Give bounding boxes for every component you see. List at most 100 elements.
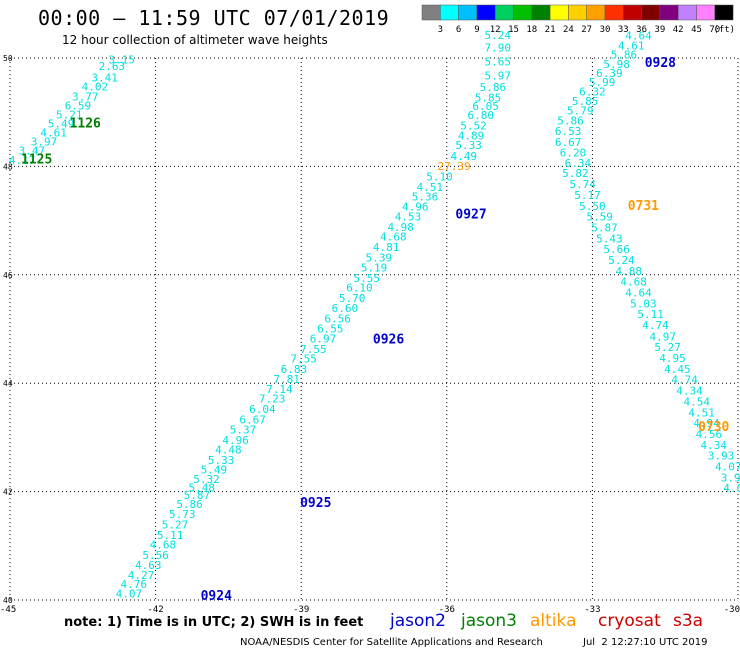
- colorbar-swatch: [476, 4, 496, 21]
- colorbar-swatch: [641, 4, 661, 21]
- wave-height-point: 5.59: [586, 211, 613, 224]
- footer: note: 1) Time is in UTC; 2) SWH is in fe…: [64, 611, 708, 648]
- y-tick-label: 50: [3, 54, 13, 63]
- colorbar-tick-label: 3: [438, 25, 443, 35]
- wave-height-point: 5.74: [569, 178, 596, 191]
- x-tick-label: -45: [0, 605, 16, 615]
- wave-height-point: 5.24: [485, 29, 512, 42]
- wave-height-point: 5.27: [654, 341, 681, 354]
- wave-height-point: 3.47: [19, 144, 46, 157]
- wave-height-point: 6.67: [555, 136, 582, 149]
- wave-height-point: 5.97: [485, 70, 512, 83]
- colorbar-tick-label: 70: [709, 25, 720, 35]
- wave-height-point: 7.55: [300, 343, 327, 356]
- wave-height-point: 5.24: [608, 254, 635, 267]
- wave-height-point: 5.86: [611, 49, 638, 62]
- wave-height-point: 5.87: [184, 489, 211, 502]
- wave-height-point: 4.68: [620, 276, 647, 289]
- wave-height-point: 5.70: [339, 292, 366, 305]
- wave-height-point: 4.74: [642, 319, 669, 332]
- x-tick-label: -39: [293, 605, 309, 615]
- wave-height-point: 5.37: [230, 424, 257, 437]
- grid-layer: [9, 57, 739, 601]
- wave-height-point: 5.66: [603, 243, 630, 256]
- colorbar-tick-label: 9: [474, 25, 479, 35]
- timestamp-text: Jul 2 12:27:10 UTC 2019: [582, 637, 708, 648]
- wave-height-point: 5.32: [193, 473, 220, 486]
- colorbar-unit-label: (ft): [713, 25, 735, 35]
- y-tick-label: 48: [3, 162, 13, 171]
- wave-height-point: 5.48: [188, 482, 215, 495]
- wave-height-point: 3.15: [108, 53, 135, 66]
- colorbar-tick-label: 45: [691, 25, 702, 35]
- legend-jason2: jason2: [389, 611, 446, 631]
- wave-height-point: 5.65: [485, 56, 512, 69]
- wave-height-point: 3.93: [708, 450, 735, 463]
- pass-time-label: 0928: [645, 56, 676, 71]
- wave-height-point: 4.45: [664, 363, 691, 376]
- credit-text: NOAA/NESDIS Center for Satellite Applica…: [240, 637, 543, 648]
- colorbar-tick-label: 39: [654, 25, 665, 35]
- wave-height-point: 3.77: [72, 90, 99, 103]
- wave-height-point: 4.53: [395, 211, 422, 224]
- pass-time-label: 0924: [201, 589, 232, 604]
- colorbar-tick-label: 30: [600, 25, 611, 35]
- time-labels-layer: 1126 1125 0928 0927 0731 0926 0730 0925 0924: [21, 56, 730, 604]
- wave-height-point: 6.59: [65, 99, 92, 112]
- wave-height-point: 4.68: [380, 231, 407, 244]
- wave-height-point: 4.89: [458, 129, 485, 142]
- wave-height-point: 5.98: [603, 58, 630, 71]
- wave-height-point: 4.07: [715, 460, 740, 473]
- wave-height-point: 5.86: [176, 498, 203, 511]
- wave-height-point: 4.64: [625, 30, 652, 43]
- wave-height-point: 4.48: [215, 444, 242, 457]
- wave-height-point: 6.05: [472, 100, 499, 113]
- footer-note: note: 1) Time is in UTC; 2) SWH is in fe…: [64, 615, 363, 630]
- chart-title: 00:00 – 11:59 UTC 07/01/2019: [38, 6, 390, 30]
- colorbar-tick-label: 15: [508, 25, 519, 35]
- x-tick-label: -36: [439, 605, 455, 615]
- wave-height-point: 4.56: [696, 428, 723, 441]
- wave-height-point: 4.98: [387, 221, 414, 234]
- colorbar-swatch: [677, 4, 697, 21]
- wave-height-point: 6.04: [249, 403, 276, 416]
- colorbar-swatch: [659, 4, 679, 21]
- colorbar-tick-label: 6: [456, 25, 461, 35]
- wave-height-point: 7.23: [259, 393, 286, 406]
- wave-height-point: 5.49: [48, 117, 75, 130]
- wave-height-point: 6.39: [596, 67, 623, 80]
- colorbar-swatch: [440, 4, 459, 21]
- colorbar-tick-label: 18: [526, 25, 537, 35]
- colorbar-swatch: [623, 4, 642, 21]
- wave-height-point: 7.90: [485, 41, 512, 54]
- wave-height-point: 5.11: [157, 529, 184, 542]
- axis-layer: -45 -42 -39 -36 -33 -30 40 42 44 46 48 50: [0, 54, 740, 615]
- colorbar-tick-label: 27: [581, 25, 592, 35]
- wave-height-point: 6.83: [281, 363, 308, 376]
- x-tick-label: -42: [147, 605, 163, 615]
- wave-height-point: 5.56: [142, 549, 169, 562]
- colorbar-swatch: [568, 4, 587, 21]
- legend-altika: altika: [530, 611, 577, 631]
- wave-height-point: 4.34: [700, 439, 727, 452]
- wave-height-point: 5.87: [591, 221, 618, 234]
- wave-height-point: 7.81: [273, 373, 300, 386]
- wave-height-point: 6.20: [560, 147, 587, 160]
- y-tick-label: 40: [3, 596, 13, 605]
- wave-height-point: 5.52: [460, 120, 487, 133]
- chart-subtitle: 12 hour collection of altimeter wave hei…: [62, 33, 328, 47]
- wave-height-point: 3.97: [31, 135, 58, 148]
- wave-height-point: 5.73: [169, 508, 196, 521]
- pass-time-label: 0926: [373, 333, 404, 348]
- wave-height-point: 5.86: [480, 81, 507, 94]
- wave-height-point: 5.39: [366, 251, 393, 264]
- wave-height-point: 27.39: [438, 160, 471, 173]
- wave-height-point: 5.11: [637, 308, 664, 321]
- wave-height-point: 4.95: [659, 352, 686, 365]
- wave-height-point: 5.10: [426, 170, 453, 183]
- wave-height-point: 4.02: [82, 81, 109, 94]
- colorbar-tick-label: 33: [618, 25, 629, 35]
- wave-height-point: 5.33: [455, 139, 482, 152]
- wave-height-point: 5.17: [574, 189, 601, 202]
